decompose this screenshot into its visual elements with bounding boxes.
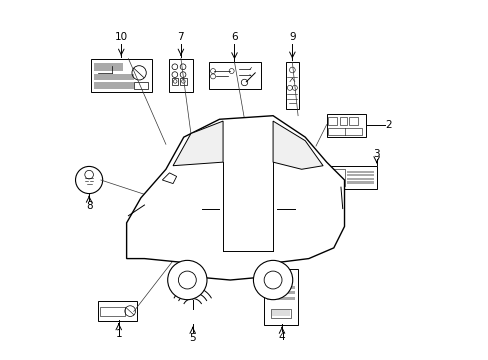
FancyBboxPatch shape	[266, 297, 294, 300]
Text: 8: 8	[85, 202, 92, 211]
Text: 3: 3	[373, 149, 379, 158]
Polygon shape	[173, 121, 223, 166]
Text: 4: 4	[278, 332, 285, 342]
FancyBboxPatch shape	[346, 171, 373, 173]
Text: 6: 6	[231, 32, 237, 42]
FancyBboxPatch shape	[346, 174, 373, 176]
FancyBboxPatch shape	[94, 82, 134, 89]
Circle shape	[178, 271, 196, 289]
FancyBboxPatch shape	[266, 292, 294, 294]
Circle shape	[167, 260, 206, 300]
Text: 9: 9	[288, 32, 295, 42]
Polygon shape	[272, 121, 323, 169]
Text: 2: 2	[385, 120, 391, 130]
Circle shape	[253, 260, 292, 300]
Circle shape	[264, 271, 282, 289]
Text: 7: 7	[177, 32, 184, 42]
Polygon shape	[126, 116, 344, 280]
Polygon shape	[162, 173, 176, 184]
FancyBboxPatch shape	[346, 181, 373, 184]
Text: 10: 10	[115, 32, 127, 42]
FancyBboxPatch shape	[94, 63, 123, 71]
Text: 5: 5	[189, 333, 196, 342]
FancyBboxPatch shape	[271, 310, 289, 316]
FancyBboxPatch shape	[346, 178, 373, 180]
Text: 1: 1	[115, 329, 122, 339]
FancyBboxPatch shape	[94, 73, 134, 80]
FancyBboxPatch shape	[266, 286, 294, 289]
